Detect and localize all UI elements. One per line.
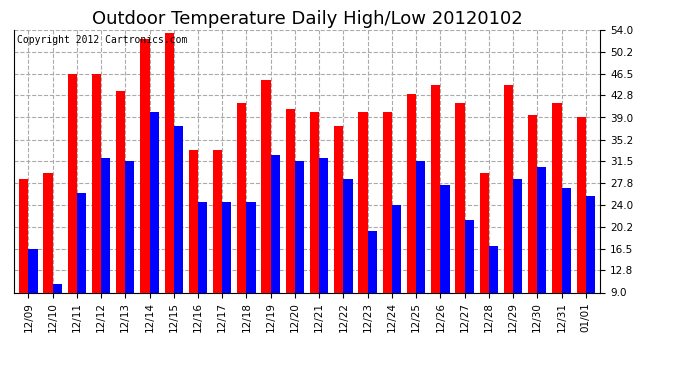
Bar (77, 194, 86, 292)
Bar (586, 196, 595, 292)
Text: Copyright 2012 Cartronics.com: Copyright 2012 Cartronics.com (17, 35, 187, 45)
Bar (310, 112, 319, 292)
Bar (464, 220, 474, 292)
Bar (528, 115, 538, 292)
Bar (504, 86, 513, 292)
Bar (246, 202, 256, 292)
Bar (189, 150, 198, 292)
Bar (552, 103, 562, 292)
Bar (43, 173, 52, 292)
Bar (368, 231, 377, 292)
Title: Outdoor Temperature Daily High/Low 20120102: Outdoor Temperature Daily High/Low 20120… (92, 10, 522, 28)
Bar (262, 80, 270, 292)
Bar (270, 155, 280, 292)
Bar (286, 109, 295, 292)
Bar (538, 167, 546, 292)
Bar (237, 103, 246, 292)
Bar (150, 112, 159, 292)
Bar (416, 161, 425, 292)
Bar (489, 246, 498, 292)
Bar (19, 179, 28, 292)
Bar (319, 158, 328, 292)
Bar (28, 249, 37, 292)
Bar (222, 202, 231, 292)
Bar (198, 202, 207, 292)
Bar (344, 179, 353, 292)
Bar (383, 112, 392, 292)
Bar (577, 117, 586, 292)
Bar (358, 112, 368, 292)
Bar (101, 158, 110, 292)
Bar (126, 161, 135, 292)
Bar (116, 91, 126, 292)
Bar (52, 284, 62, 292)
Bar (140, 39, 150, 292)
Bar (68, 74, 77, 292)
Bar (407, 94, 416, 292)
Bar (392, 205, 401, 292)
Bar (174, 126, 183, 292)
Bar (92, 74, 101, 292)
Bar (334, 126, 344, 292)
Bar (213, 150, 222, 292)
Bar (431, 86, 440, 292)
Bar (295, 161, 304, 292)
Bar (480, 173, 489, 292)
Bar (455, 103, 464, 292)
Bar (513, 179, 522, 292)
Bar (562, 188, 571, 292)
Bar (440, 184, 450, 292)
Bar (164, 33, 174, 292)
